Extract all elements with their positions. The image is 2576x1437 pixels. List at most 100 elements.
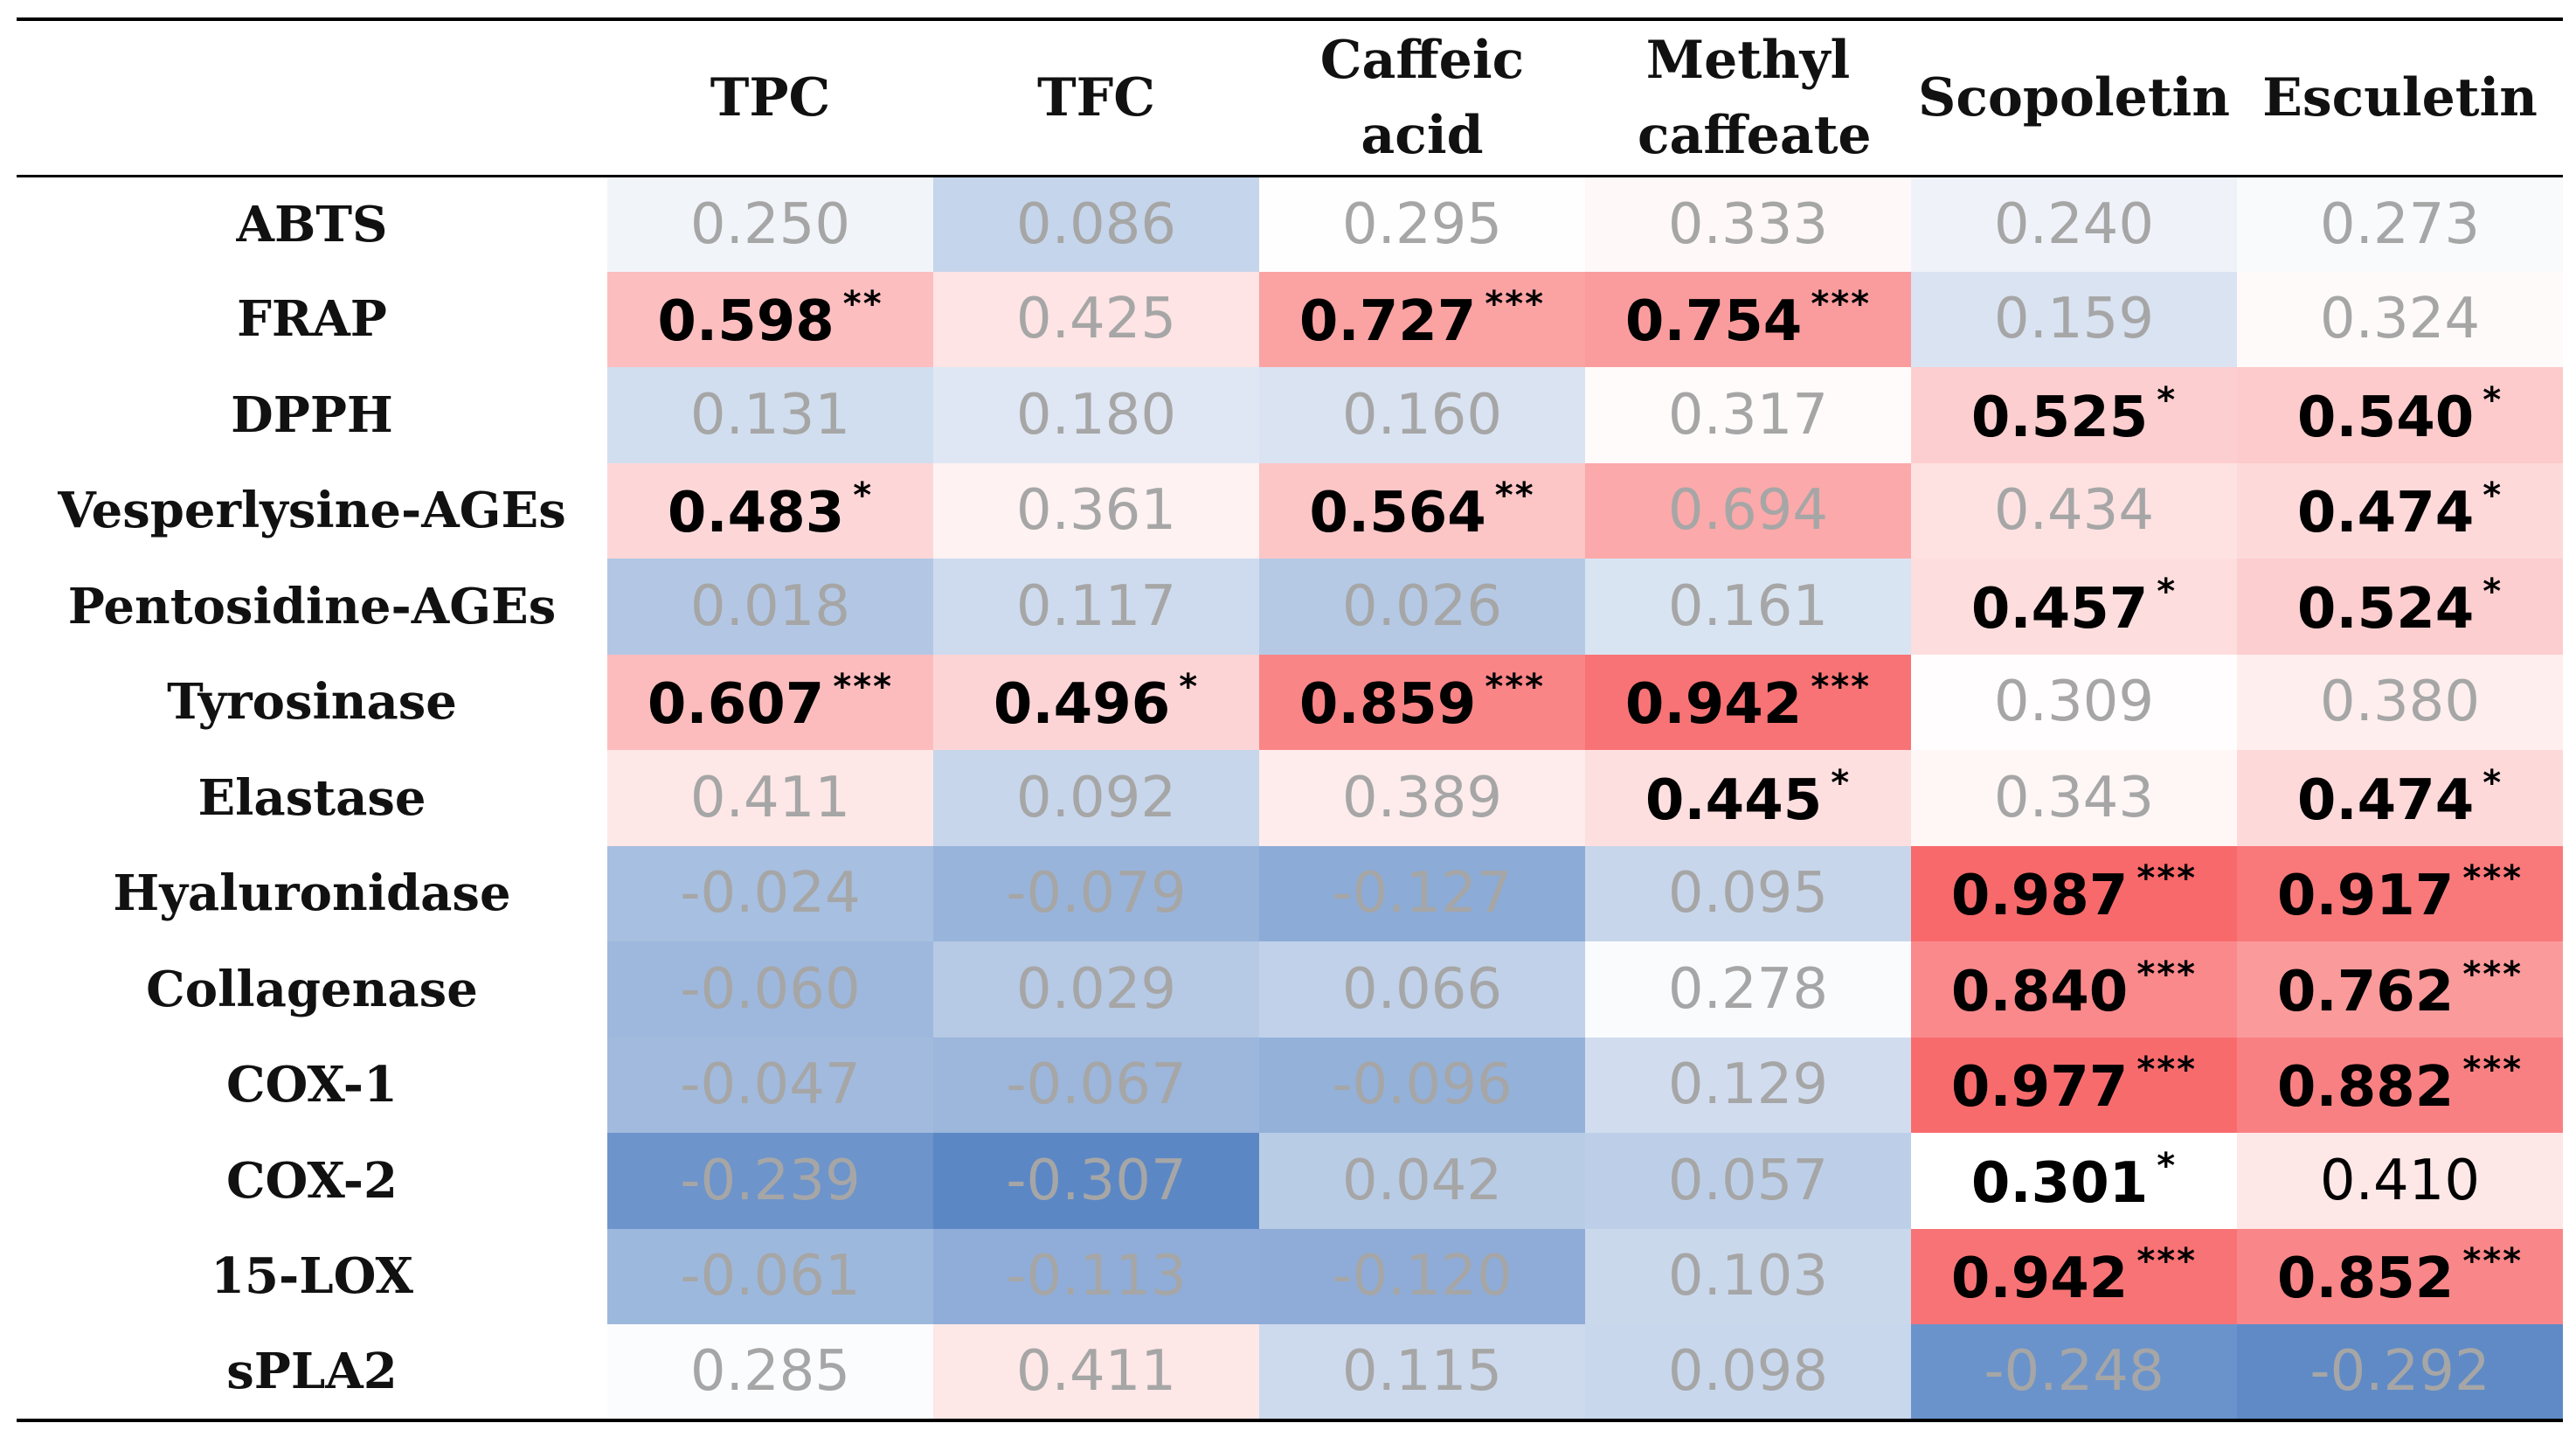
heatmap-cell-tyrosinase-tfc: 0.496 * <box>933 654 1259 750</box>
heatmap-cell-dpph-tfc: 0.180 <box>933 367 1259 463</box>
cell-value: -0.024 <box>680 861 861 927</box>
column-header-caffeic-acid: Caffeic acid <box>1259 17 1585 177</box>
cell-value: -0.113 <box>1006 1244 1187 1309</box>
cell-value: -0.120 <box>1332 1244 1513 1309</box>
heatmap-cell-vesperlysine-ages-tpc: 0.483 * <box>607 462 933 559</box>
heatmap-cell-tyrosinase-caffeic-acid: 0.859 *** <box>1259 654 1585 750</box>
cell-value: 0.278 <box>1667 956 1829 1022</box>
heatmap-cell-collagenase-caffeic-acid: 0.066 <box>1259 941 1585 1038</box>
cell-value: 0.115 <box>1341 1338 1503 1404</box>
heatmap-cell-tyrosinase-scopoletin: 0.309 <box>1911 654 2237 750</box>
significance-marker: * <box>2483 379 2503 420</box>
heatmap-cell-cox-2-scopoletin: 0.301 * <box>1911 1133 2237 1229</box>
heatmap-cell-cox-2-methyl-caffeate: 0.057 <box>1585 1133 1911 1229</box>
column-header-label: Scopoletin <box>1918 66 2230 128</box>
table-row-hyaluronidase: Hyaluronidase -0.024 -0.079 -0.127 0.095 0.98… <box>17 845 2563 941</box>
significance-marker: * <box>2483 762 2503 803</box>
heatmap-cell-15-lox-esculetin: 0.852 *** <box>2237 1228 2563 1324</box>
significance-marker: * <box>1179 667 1200 708</box>
significance-marker: *** <box>1811 284 1872 325</box>
significance-marker: *** <box>2136 1241 2198 1282</box>
significance-marker: *** <box>2462 1241 2524 1282</box>
cell-value: 0.564 <box>1309 481 1486 546</box>
cell-value: 0.942 <box>1950 1246 2129 1312</box>
column-header-esculetin: Esculetin <box>2237 17 2563 177</box>
cell-value: 0.343 <box>1993 765 2155 830</box>
significance-marker: * <box>2157 1145 2178 1186</box>
table-row-elastase: Elastase 0.411 0.092 0.389 0.445 * 0.343 0.474 * <box>17 750 2563 846</box>
heatmap-cell-cox-1-caffeic-acid: -0.096 <box>1259 1037 1585 1133</box>
heatmap-cell-pentosidine-ages-tpc: 0.018 <box>607 559 933 655</box>
cell-value: 0.129 <box>1667 1052 1829 1118</box>
column-header-scopoletin: Scopoletin <box>1911 17 2237 177</box>
heatmap-cell-vesperlysine-ages-esculetin: 0.474 * <box>2237 462 2563 559</box>
cell-value: -0.079 <box>1006 861 1187 927</box>
heatmap-cell-frap-esculetin: 0.324 <box>2237 271 2563 367</box>
heatmap-cell-collagenase-tpc: -0.060 <box>607 941 933 1038</box>
heatmap-cell-15-lox-tfc: -0.113 <box>933 1228 1259 1324</box>
heatmap-cell-elastase-tfc: 0.092 <box>933 750 1259 846</box>
heatmap-cell-pentosidine-ages-scopoletin: 0.457 * <box>1911 559 2237 655</box>
cell-value: -0.061 <box>680 1244 861 1309</box>
significance-marker: *** <box>833 667 894 708</box>
row-label-frap: FRAP <box>237 290 387 349</box>
heatmap-cell-15-lox-scopoletin: 0.942 *** <box>1911 1228 2237 1324</box>
column-header-label: TPC <box>710 66 831 128</box>
cell-value: -0.067 <box>1006 1052 1187 1118</box>
cell-value: 0.474 <box>2296 767 2475 833</box>
heatmap-cell-hyaluronidase-methyl-caffeate: 0.095 <box>1585 845 1911 941</box>
cell-value: 0.018 <box>689 573 851 639</box>
header-corner-cell <box>17 17 607 177</box>
cell-value: 0.483 <box>667 481 845 546</box>
row-label-dpph: DPPH <box>231 385 393 444</box>
significance-marker: *** <box>2136 1050 2198 1091</box>
column-header-label: Caffeic acid <box>1319 29 1525 166</box>
row-label-cox-2: COX-2 <box>225 1151 398 1210</box>
row-label-elastase: Elastase <box>197 768 426 827</box>
heatmap-cell-cox-2-caffeic-acid: 0.042 <box>1259 1133 1585 1229</box>
row-label-pentosidine-ages: Pentosidine-AGEs <box>67 577 557 635</box>
cell-value: 0.525 <box>1970 385 2149 450</box>
significance-marker: *** <box>2462 954 2524 995</box>
cell-value: 0.411 <box>689 765 851 830</box>
heatmap-cell-collagenase-methyl-caffeate: 0.278 <box>1585 941 1911 1038</box>
cell-value: 0.474 <box>2296 481 2475 546</box>
row-label-cox-1: COX-1 <box>225 1056 398 1114</box>
cell-value: 0.317 <box>1667 382 1829 448</box>
cell-value: 0.161 <box>1667 573 1829 639</box>
heatmap-cell-abts-tpc: 0.250 <box>607 176 933 272</box>
row-label-spla2: sPLA2 <box>17 1324 607 1422</box>
heatmap-cell-elastase-methyl-caffeate: 0.445 * <box>1585 750 1911 846</box>
cell-value: 0.240 <box>1993 191 2155 257</box>
significance-marker: *** <box>1485 667 1546 708</box>
cell-value: 0.029 <box>1015 956 1177 1022</box>
cell-value: 0.942 <box>1624 672 1803 738</box>
table-row-frap: FRAP 0.598 ** 0.425 0.727 *** 0.754 *** 0.159 0.3… <box>17 271 2563 367</box>
cell-value: 0.540 <box>2296 385 2475 450</box>
heatmap-cell-elastase-scopoletin: 0.343 <box>1911 750 2237 846</box>
cell-value: 0.380 <box>2319 670 2481 735</box>
row-label-abts: ABTS <box>236 195 388 253</box>
significance-marker: *** <box>1485 284 1546 325</box>
heatmap-cell-pentosidine-ages-tfc: 0.117 <box>933 559 1259 655</box>
cell-value: -0.060 <box>680 956 861 1022</box>
row-label-hyaluronidase: Hyaluronidase <box>113 864 511 923</box>
heatmap-cell-dpph-esculetin: 0.540 * <box>2237 367 2563 463</box>
cell-value: 0.361 <box>1015 478 1177 544</box>
heatmap-cell-frap-caffeic-acid: 0.727 *** <box>1259 271 1585 367</box>
table-row-tyrosinase: Tyrosinase 0.607 *** 0.496 * 0.859 *** 0.942 ***… <box>17 654 2563 750</box>
table-row-dpph: DPPH 0.131 0.180 0.160 0.317 0.525 * 0.540 * <box>17 367 2563 463</box>
heatmap-cell-collagenase-scopoletin: 0.840 *** <box>1911 941 2237 1038</box>
heatmap-cell-dpph-scopoletin: 0.525 * <box>1911 367 2237 463</box>
cell-value: 0.434 <box>1993 478 2155 544</box>
table-row-vesperlysine-ages: Vesperlysine-AGEs 0.483 * 0.361 0.564 ** 0.694… <box>17 462 2563 559</box>
column-header-methyl-caffeate: Methyl caffeate <box>1585 17 1911 177</box>
heatmap-cell-15-lox-methyl-caffeate: 0.103 <box>1585 1228 1911 1324</box>
cell-value: 0.273 <box>2319 191 2481 257</box>
heatmap-cell-cox-1-scopoletin: 0.977 *** <box>1911 1037 2237 1133</box>
cell-value: 0.917 <box>2276 864 2455 929</box>
column-header-label: Esculetin <box>2262 66 2538 128</box>
heatmap-cell-vesperlysine-ages-tfc: 0.361 <box>933 462 1259 559</box>
heatmap-cell-frap-tpc: 0.598 ** <box>607 271 933 367</box>
cell-value: 0.333 <box>1667 191 1829 257</box>
